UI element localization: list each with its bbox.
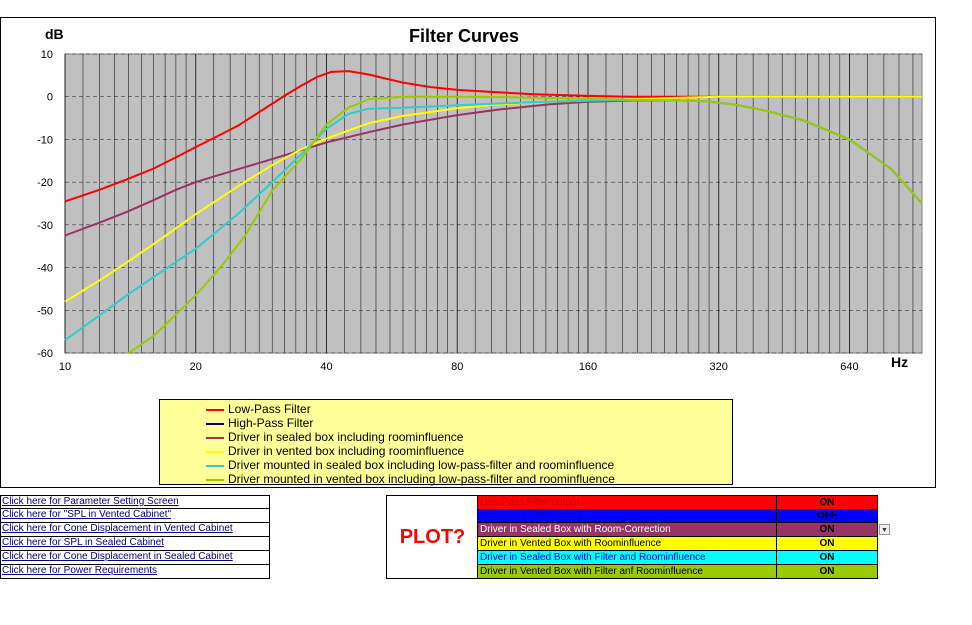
y-tick-label: -30 bbox=[37, 220, 53, 232]
x-tick-label: 320 bbox=[710, 361, 728, 373]
plot-toggle-row: Driver in Vented Box with Filter anf Roo… bbox=[477, 565, 878, 579]
y-tick-label: -20 bbox=[37, 177, 53, 189]
plot-series-name: Driver in Vented Box with Roominfluence bbox=[478, 537, 777, 550]
x-tick-label: 20 bbox=[190, 361, 202, 373]
plot-toggle-row: Driver in Sealed Box with Room-Correctio… bbox=[477, 523, 878, 537]
plot-state-cell[interactable]: ON bbox=[777, 523, 877, 536]
navigation-link[interactable]: Click here for "SPL in Vented Cabinet" bbox=[0, 509, 270, 523]
legend-swatch bbox=[206, 464, 224, 467]
legend-entry: Low-Pass Filter bbox=[206, 402, 311, 416]
plot-series-name: Driver in Vented Box with Filter anf Roo… bbox=[478, 565, 777, 578]
legend-label: Driver in vented box including roominflu… bbox=[228, 444, 465, 458]
navigation-link[interactable]: Click here for Parameter Setting Screen bbox=[0, 495, 270, 509]
y-tick-label: -40 bbox=[37, 263, 53, 275]
axes: 10 0 -10 -20 -30 -40 -50 -60 10 20 40 80 160 320 640 bbox=[37, 49, 859, 373]
x-tick-label: 40 bbox=[320, 361, 332, 373]
plot-state-cell[interactable]: ON bbox=[777, 565, 877, 578]
legend-swatch bbox=[206, 408, 224, 411]
navigation-link[interactable]: Click here for Cone Displacement in Seal… bbox=[0, 551, 270, 565]
legend-label: High-Pass Filter bbox=[228, 416, 314, 430]
plot-series-name: High-Pass Filter output bbox=[478, 509, 777, 522]
y-tick-label: -10 bbox=[37, 134, 53, 146]
chart-legend: Low-Pass Filter High-Pass Filter Driver in… bbox=[159, 399, 733, 486]
plot-toggle-row: Driver in Sealed Box with Filter and Roo… bbox=[477, 551, 878, 565]
series-line bbox=[64, 95, 922, 303]
x-tick-label: 640 bbox=[840, 361, 858, 373]
x-tick-label: 160 bbox=[579, 361, 597, 373]
y-tick-label: -60 bbox=[37, 348, 53, 360]
plot-state-cell[interactable]: ON bbox=[777, 551, 877, 564]
chart-title: Filter Curves bbox=[409, 26, 519, 46]
x-axis-unit: Hz bbox=[891, 354, 908, 370]
legend-swatch bbox=[206, 436, 224, 439]
x-tick-label: 10 bbox=[59, 361, 71, 373]
plot-toggle-row: Low-Pass Filter output ON bbox=[477, 495, 878, 509]
plot-state-cell[interactable]: ON bbox=[777, 537, 877, 550]
plot-toggle-row: High-Pass Filter output OFF bbox=[477, 509, 878, 523]
y-tick-label: 0 bbox=[47, 92, 53, 104]
legend-label: Driver mounted in vented box including l… bbox=[228, 472, 615, 486]
legend-entry: Driver in vented box including roominflu… bbox=[206, 444, 465, 458]
plot-series-name: Low-Pass Filter output bbox=[478, 496, 777, 509]
series-line bbox=[64, 70, 922, 203]
plot-toggle-row: Driver in Vented Box with Roominfluence O… bbox=[477, 537, 878, 551]
dropdown-arrow-icon[interactable]: ▼ bbox=[879, 524, 890, 535]
y-tick-label: 10 bbox=[41, 49, 53, 61]
legend-entry: Driver in sealed box including roominflu… bbox=[206, 430, 464, 444]
plot-series-name: Driver in Sealed Box with Filter and Roo… bbox=[478, 551, 777, 564]
plot-state-cell[interactable]: OFF bbox=[777, 509, 877, 522]
plot-area bbox=[64, 53, 923, 354]
navigation-link[interactable]: Click here for Power Requirements bbox=[0, 565, 270, 579]
filter-curves-chart: 10 0 -10 -20 -30 -40 -50 -60 10 20 40 80 160 320 640 F… bbox=[37, 26, 923, 373]
navigation-links: Click here for Parameter Setting Screen C… bbox=[0, 495, 270, 579]
legend-swatch bbox=[206, 422, 224, 425]
plot-question-box: PLOT? bbox=[386, 495, 478, 579]
legend-entry: Driver mounted in sealed box including l… bbox=[206, 458, 615, 472]
legend-entry: High-Pass Filter bbox=[206, 416, 314, 430]
legend-swatch bbox=[206, 478, 224, 481]
plot-toggle-table: Low-Pass Filter output ON High-Pass Filter… bbox=[477, 495, 878, 579]
legend-label: Driver mounted in sealed box including l… bbox=[228, 458, 615, 472]
legend-entry: Driver mounted in vented box including l… bbox=[206, 472, 615, 486]
legend-label: Driver in sealed box including roominflu… bbox=[228, 430, 464, 444]
series-lines bbox=[64, 70, 923, 354]
y-axis-unit: dB bbox=[45, 26, 64, 42]
plot-label: PLOT? bbox=[399, 525, 466, 548]
legend-swatch bbox=[206, 450, 224, 453]
legend-label: Low-Pass Filter bbox=[228, 402, 311, 416]
plot-state-cell[interactable]: ON bbox=[777, 496, 877, 509]
series-line bbox=[127, 95, 923, 354]
x-tick-label: 80 bbox=[451, 361, 463, 373]
plot-series-name: Driver in Sealed Box with Room-Correctio… bbox=[478, 523, 777, 536]
navigation-link[interactable]: Click here for SPL in Sealed Cabinet bbox=[0, 537, 270, 551]
y-tick-label: -50 bbox=[37, 305, 53, 317]
navigation-link[interactable]: Click here for Cone Displacement in Vent… bbox=[0, 523, 270, 537]
